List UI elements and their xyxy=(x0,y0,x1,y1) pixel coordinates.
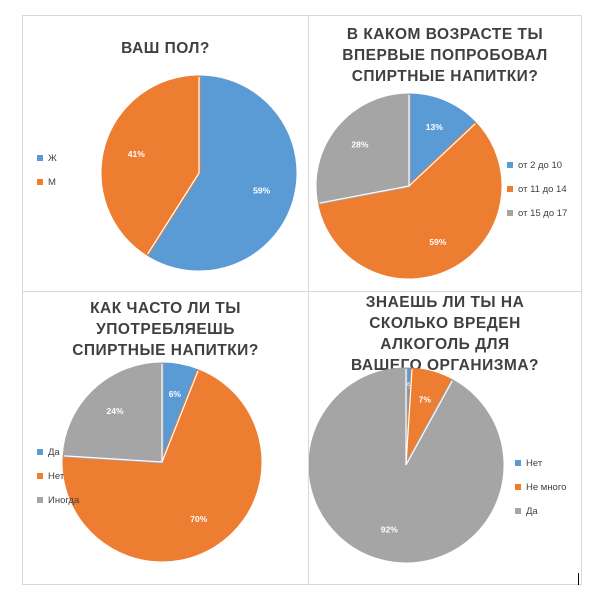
legend-item: Ж xyxy=(37,146,57,170)
legend-item: М xyxy=(37,170,57,194)
pie-slice xyxy=(62,369,262,562)
pie-slice xyxy=(62,362,164,464)
legend-swatch xyxy=(37,473,43,479)
data-label: 7% xyxy=(419,395,432,405)
data-label: 41% xyxy=(128,149,145,159)
chart-panel-frequency: КАК ЧАСТО ЛИ ТЫ УПОТРЕБЛЯЕШЬ СПИРТНЫЕ НА… xyxy=(22,291,309,585)
data-label: 6% xyxy=(169,389,182,399)
legend-label: Да xyxy=(526,505,538,517)
legend-label: Нет xyxy=(526,457,543,469)
legend-item: Да xyxy=(37,440,79,464)
legend-item: от 11 до 14 xyxy=(507,177,567,201)
chart-title: КАК ЧАСТО ЛИ ТЫ УПОТРЕБЛЯЕШЬ СПИРТНЫЕ НА… xyxy=(72,300,259,359)
data-label: 1% xyxy=(402,381,415,391)
chart-panel-age: В КАКОМ ВОЗРАСТЕ ТЫ ВПЕРВЫЕ ПОПРОБОВАЛ С… xyxy=(308,15,582,292)
legend-swatch xyxy=(515,484,521,490)
data-label: 59% xyxy=(253,185,270,195)
legend-label: Иногда xyxy=(48,494,80,506)
legend-swatch xyxy=(37,497,43,503)
legend-swatch xyxy=(507,162,513,168)
legend-item: от 15 до 17 xyxy=(507,201,567,225)
slice-separator xyxy=(408,123,476,187)
legend-label: от 11 до 14 xyxy=(518,183,567,195)
slice-separator xyxy=(161,370,199,463)
legend-label: от 2 до 10 xyxy=(518,159,563,171)
data-label: 92% xyxy=(381,524,398,534)
pie-chart: 59% 41% xyxy=(101,75,297,271)
slice-separator xyxy=(405,380,453,466)
slice-separator xyxy=(64,455,163,463)
data-label: 59% xyxy=(429,237,446,247)
data-label: 13% xyxy=(426,122,443,132)
chart-legend: Нет Не много Да xyxy=(515,451,566,523)
chart-legend: Да Нет Иногда xyxy=(37,440,79,512)
pie-slice xyxy=(146,75,297,271)
legend-swatch xyxy=(515,508,521,514)
legend-item: Не много xyxy=(515,475,566,499)
legend-swatch xyxy=(37,449,43,455)
pie-slice xyxy=(407,93,477,188)
legend-label: от 15 до 17 xyxy=(518,207,568,219)
edge-mark xyxy=(578,573,579,585)
slice-separator xyxy=(147,172,200,255)
legend-label: Ж xyxy=(48,152,57,164)
legend-item: Нет xyxy=(515,451,566,475)
chart-title: В КАКОМ ВОЗРАСТЕ ТЫ ВПЕРВЫЕ ПОПРОБОВАЛ С… xyxy=(342,26,548,85)
chart-panel-harm: ЗНАЕШЬ ЛИ ТЫ НА СКОЛЬКО ВРЕДЕН АЛКОГОЛЬ … xyxy=(308,291,582,585)
pie-slice xyxy=(318,122,502,279)
pie-slice xyxy=(316,93,411,205)
chart-legend: Ж М xyxy=(37,146,57,194)
legend-swatch xyxy=(507,210,513,216)
legend-swatch xyxy=(515,460,521,466)
slice-separator xyxy=(405,369,413,466)
pie-chart: 6% 70% 24% xyxy=(62,362,262,562)
legend-item: Нет xyxy=(37,464,79,488)
legend-label: Да xyxy=(48,446,60,458)
legend-label: Не много xyxy=(526,481,567,493)
legend-item: от 2 до 10 xyxy=(507,153,567,177)
legend-swatch xyxy=(37,155,43,161)
legend-swatch xyxy=(507,186,513,192)
data-label: 28% xyxy=(351,140,368,150)
legend-label: Нет xyxy=(48,470,65,482)
legend-swatch xyxy=(37,179,43,185)
legend-item: Иногда xyxy=(37,488,79,512)
pie-chart: 13% 59% 28% xyxy=(316,93,502,279)
pie-chart: 1% 7% 92% xyxy=(309,367,504,563)
data-label: 24% xyxy=(107,406,124,416)
data-label: 70% xyxy=(190,514,207,524)
legend-item: Да xyxy=(515,499,566,523)
chart-title: ВАШ ПОЛ? xyxy=(121,40,210,57)
chart-panel-gender: ВАШ ПОЛ? 59% 41% Ж М xyxy=(22,15,309,292)
chart-legend: от 2 до 10 от 11 до 14 от 15 до 17 xyxy=(507,153,567,225)
legend-label: М xyxy=(48,176,56,188)
slice-separator xyxy=(319,185,410,204)
